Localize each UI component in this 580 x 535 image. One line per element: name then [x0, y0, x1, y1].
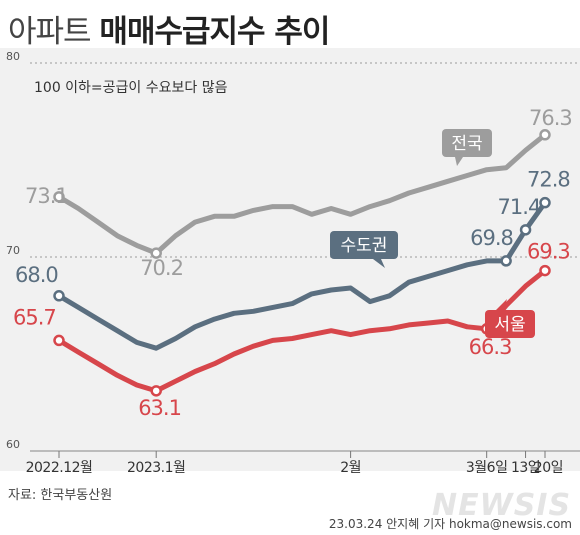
data-point [539, 264, 551, 277]
series-line-2 [56, 268, 548, 394]
y-tick-label: 60 [6, 438, 20, 451]
source-note: 자료: 한국부동산원 [8, 488, 113, 503]
callout-tag-tail [455, 157, 463, 166]
callout-tag-box [485, 310, 535, 338]
y-tick-label: 70 [6, 244, 20, 257]
data-point [53, 290, 65, 302]
callout-tag-tail [373, 259, 385, 268]
callout-tag-label: 수도권 [341, 236, 388, 256]
series-line-1 [56, 200, 548, 351]
data-point [150, 385, 162, 397]
title-light: 아파트 [8, 14, 92, 50]
chart-annotation: 100 이하=공급이 수요보다 많음 [34, 80, 228, 96]
data-label: 69.3 [527, 240, 570, 264]
data-point [539, 129, 551, 141]
data-label: 66.3 [469, 335, 512, 359]
page-title: 아파트 매매수급지수 추이 [8, 6, 330, 51]
data-label: 65.7 [13, 305, 56, 329]
x-tick-label: 2022.12월 [26, 460, 93, 476]
series-line-0 [56, 132, 548, 256]
y-tick-label: 80 [6, 50, 20, 63]
data-label: 72.8 [527, 168, 570, 192]
data-point [53, 334, 65, 347]
data-label: 69.8 [470, 226, 513, 250]
newsis-logo: NEWSIS [432, 488, 572, 523]
credit-line: 23.03.24 안지혜 기자 hokma@newsis.com [328, 517, 572, 531]
x-tick-label: 2월 [340, 460, 361, 476]
x-tick-label: 3월6일 [466, 460, 508, 476]
data-label: 63.1 [138, 396, 181, 420]
data-label: 76.3 [529, 106, 572, 130]
data-label: 68.0 [15, 263, 58, 287]
data-label: 70.2 [140, 256, 183, 280]
title-bold: 매매수급지수 추이 [99, 14, 330, 50]
callout-tag-box [330, 231, 398, 259]
data-point [150, 247, 162, 259]
callout-tag-label: 서울 [494, 315, 525, 335]
callout-tag-tail [496, 299, 507, 310]
data-point [519, 224, 532, 236]
data-point [539, 196, 551, 209]
callout-tag-label: 전국 [451, 134, 482, 154]
x-tick-label: 2023.1월 [127, 460, 185, 476]
data-point [53, 191, 65, 203]
data-label: 73.1 [25, 184, 68, 208]
data-point [500, 255, 512, 267]
x-tick-label: 13일 [511, 460, 540, 476]
callout-tag-box [442, 129, 492, 157]
data-label: 71.4 [498, 195, 541, 219]
x-tick-label: 20일 [534, 460, 563, 476]
